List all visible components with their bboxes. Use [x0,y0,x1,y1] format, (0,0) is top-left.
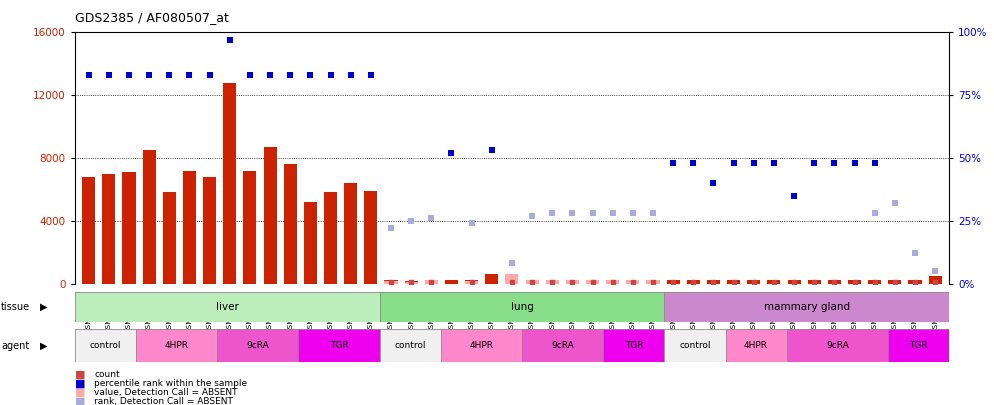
Bar [380,292,664,322]
Bar [909,280,921,284]
Bar [485,274,498,283]
Bar [203,177,216,284]
Bar [664,329,726,362]
Text: control: control [395,341,426,350]
Bar [787,280,800,284]
Bar [283,164,297,284]
Bar [263,147,276,284]
Bar [224,83,237,284]
Text: 9cRA: 9cRA [552,341,575,350]
Text: ■: ■ [75,379,85,388]
Bar [424,279,437,284]
Text: ■: ■ [75,396,85,405]
Text: 4HPR: 4HPR [164,341,188,350]
Bar [405,281,417,284]
Bar [566,280,579,284]
Bar [603,329,664,362]
Bar [324,192,337,284]
Bar [828,280,841,284]
Bar [646,280,660,284]
Text: TGR: TGR [910,341,928,350]
Text: TGR: TGR [624,341,643,350]
Bar [465,280,478,284]
Text: ▶: ▶ [40,302,48,312]
Bar [626,280,639,284]
Bar [217,329,298,362]
Bar [586,280,599,284]
Text: control: control [89,341,121,350]
Bar [868,280,882,284]
Bar [364,191,378,284]
Bar [75,292,380,322]
Bar [526,280,539,284]
Text: liver: liver [216,302,239,312]
Bar [424,280,437,284]
Text: percentile rank within the sample: percentile rank within the sample [94,379,248,388]
Bar [726,329,786,362]
Bar [142,150,156,284]
Bar [526,280,539,284]
Text: TGR: TGR [330,341,348,350]
Text: ■: ■ [75,388,85,397]
Bar [747,280,760,284]
Bar [928,276,941,283]
Text: value, Detection Call = ABSENT: value, Detection Call = ABSENT [94,388,238,397]
Text: agent: agent [1,341,29,351]
Text: ■: ■ [75,370,85,379]
Bar [606,280,619,284]
Bar [385,281,398,284]
Text: control: control [679,341,711,350]
Bar [83,177,95,284]
Bar [606,280,619,284]
Bar [122,172,135,284]
Bar [465,281,478,284]
Bar [546,280,559,284]
Text: count: count [94,370,120,379]
Bar [135,329,217,362]
Bar [244,171,256,284]
Bar [102,174,115,284]
Bar [566,280,579,284]
Bar [183,171,196,284]
Bar [440,329,522,362]
Text: mammary gland: mammary gland [763,302,850,312]
Bar [586,280,599,284]
Bar [786,329,889,362]
Text: 4HPR: 4HPR [745,341,768,350]
Bar [344,183,357,284]
Text: lung: lung [511,302,534,312]
Text: tissue: tissue [1,302,30,312]
Bar [298,329,380,362]
Bar [687,280,700,284]
Text: rank, Detection Call = ABSENT: rank, Detection Call = ABSENT [94,397,234,405]
Text: GDS2385 / AF080507_at: GDS2385 / AF080507_at [75,11,229,24]
Bar [664,292,949,322]
Bar [727,280,741,284]
Bar [707,280,720,284]
Bar [546,280,559,284]
Bar [848,280,861,284]
Bar [445,280,458,284]
Bar [405,282,417,284]
Bar [385,280,398,284]
Text: 4HPR: 4HPR [469,341,493,350]
Bar [767,280,780,284]
Bar [889,329,949,362]
Text: 9cRA: 9cRA [247,341,269,350]
Bar [889,280,902,284]
Bar [808,280,821,284]
Text: ▶: ▶ [40,341,48,351]
Bar [667,280,680,284]
Bar [646,280,660,284]
Bar [380,329,440,362]
Bar [626,280,639,284]
Bar [304,202,317,284]
Bar [75,329,135,362]
Bar [505,274,519,283]
Bar [505,280,519,284]
Bar [163,192,176,284]
Bar [522,329,603,362]
Text: 9cRA: 9cRA [826,341,849,350]
